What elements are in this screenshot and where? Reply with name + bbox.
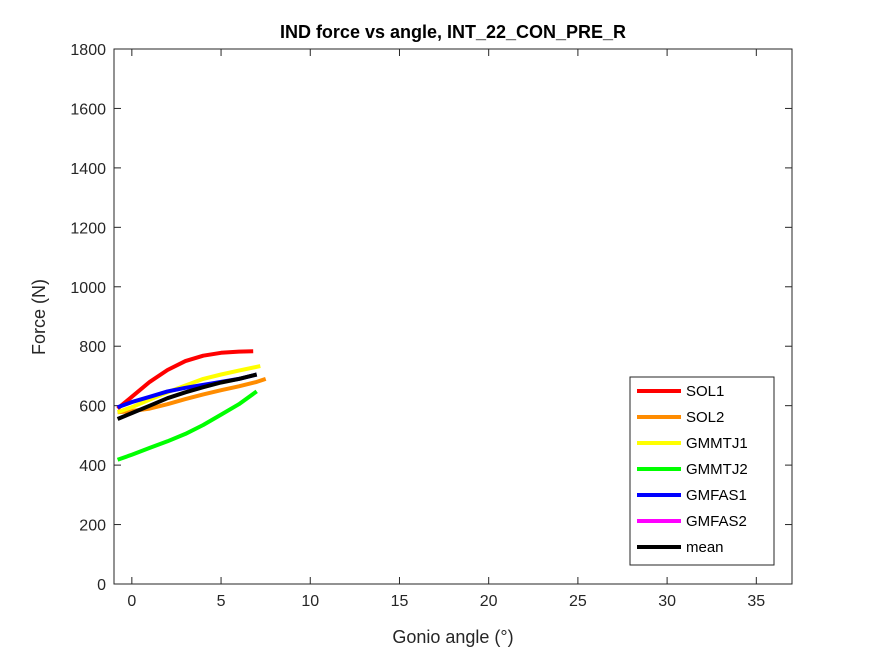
y-tick-label: 1600: [70, 101, 106, 118]
y-tick-label: 0: [97, 577, 106, 594]
legend-label-gmfas2: GMFAS2: [686, 513, 747, 530]
y-tick-label: 1000: [70, 280, 106, 297]
x-tick-label: 10: [301, 593, 319, 610]
tick-labels: 0 5 10 15 20 25 30 35 0 200 400 600 800 1000 1200 1400 1…: [70, 42, 765, 610]
legend-label-mean: mean: [686, 539, 724, 556]
x-tick-label: 5: [217, 593, 226, 610]
y-tick-label: 200: [79, 518, 106, 535]
legend-label-gmmtj2: GMMTJ2: [686, 461, 748, 478]
series-line-gmmtj2: [116, 389, 258, 462]
y-tick-label: 800: [79, 339, 106, 356]
axis-ticks: [114, 48, 792, 585]
legend-label-gmfas1: GMFAS1: [686, 487, 747, 504]
y-tick-label: 1400: [70, 161, 106, 178]
legend-label-sol2: SOL2: [686, 409, 724, 426]
legend: SOL1 SOL2 GMMTJ1 GMMTJ2 GMFAS1 GMFAS2 mean: [629, 376, 775, 566]
legend-label-gmmtj1: GMMTJ1: [686, 435, 748, 452]
y-tick-label: 1200: [70, 220, 106, 237]
x-tick-label: 25: [569, 593, 587, 610]
series-lines: [116, 349, 267, 462]
y-tick-label: 400: [79, 458, 106, 475]
x-tick-label: 15: [391, 593, 409, 610]
x-tick-label: 0: [127, 593, 136, 610]
x-axis-label: Gonio angle (°): [392, 627, 513, 647]
legend-label-sol1: SOL1: [686, 383, 724, 400]
y-axis-label: Force (N): [29, 279, 49, 355]
series-line-gmmtj1: [116, 364, 261, 415]
series-line-mean: [116, 372, 258, 421]
series-line-sol1: [116, 349, 254, 411]
x-tick-label: 30: [658, 593, 676, 610]
chart-title: IND force vs angle, INT_22_CON_PRE_R: [280, 22, 626, 42]
y-tick-label: 1800: [70, 42, 106, 59]
x-tick-label: 35: [747, 593, 765, 610]
y-tick-label: 600: [79, 399, 106, 416]
x-tick-label: 20: [480, 593, 498, 610]
